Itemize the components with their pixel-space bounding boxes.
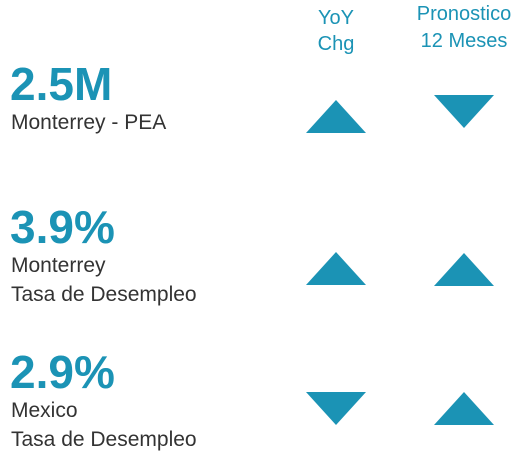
trend-up [434,253,494,286]
metric-value: 2.9% [10,346,115,398]
metric-label: Monterrey - PEA [11,111,166,134]
metric-value: 3.9% [10,201,115,253]
column-header: YoY [318,7,354,29]
metric-label: Tasa de Desempleo [11,428,197,451]
column-header: 12 Meses [421,30,508,52]
column-header: Pronostico [417,3,512,25]
trend-up [306,100,366,133]
metric-label: Mexico [11,399,78,422]
metric-value: 2.5M [10,58,112,110]
metric-label: Tasa de Desempleo [11,283,197,306]
trend-down [434,95,494,128]
metric-label: Monterrey [11,254,106,277]
trend-up [306,252,366,285]
trend-up [434,392,494,425]
trend-down [306,392,366,425]
column-header: Chg [318,33,355,55]
